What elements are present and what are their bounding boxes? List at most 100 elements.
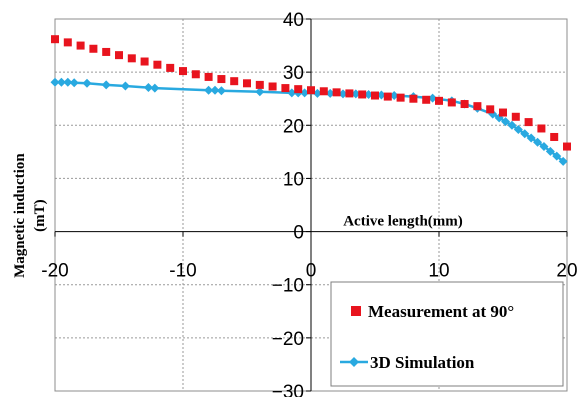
simulation-point: [558, 156, 568, 166]
measurement-point: [127, 54, 136, 63]
plot-series: [50, 35, 571, 166]
measurement-point: [563, 142, 571, 151]
simulation-point: [63, 77, 73, 87]
measurement-point: [332, 88, 341, 97]
simulation-point: [552, 151, 562, 161]
measurement-point: [307, 86, 315, 95]
y-tick-label: 30: [283, 63, 304, 84]
measurement-point: [511, 112, 520, 121]
measurement-point: [447, 98, 456, 107]
measurement-point: [76, 41, 85, 50]
measurement-point: [422, 95, 431, 104]
simulation-point: [526, 133, 536, 143]
simulation-point: [50, 77, 60, 87]
legend: Measurement at 90° 3D Simulation: [330, 281, 564, 387]
simulation-point: [143, 83, 153, 93]
measurement-point: [460, 100, 469, 109]
y-axis-label-line-1: Magnetic induction: [12, 153, 28, 278]
legend-label-measurement: Measurement at 90°: [368, 302, 514, 321]
measurement-point: [140, 57, 149, 66]
measurement-point: [524, 118, 533, 127]
simulation-point: [56, 77, 66, 87]
y-tick-label: 20: [283, 116, 304, 137]
measurement-point: [345, 89, 354, 98]
simulation-point: [533, 137, 543, 147]
simulation-point: [389, 91, 399, 101]
measurement-point: [217, 75, 226, 84]
simulation-point: [428, 93, 438, 103]
measurement-point: [115, 51, 123, 60]
measurement-point: [371, 91, 379, 100]
measurement-point: [268, 82, 277, 91]
measurement-point: [230, 77, 239, 86]
simulation-point: [325, 88, 335, 98]
measurement-point: [191, 70, 200, 79]
measurement-point: [383, 92, 392, 101]
x-tick-label: -20: [41, 261, 68, 282]
x-tick-label: 20: [556, 261, 577, 282]
measurement-point: [473, 102, 482, 111]
simulation-point: [82, 78, 92, 88]
simulation-point: [376, 90, 386, 100]
measurement-point: [281, 84, 290, 93]
simulation-point: [120, 81, 130, 91]
simulation-point: [150, 83, 160, 93]
measurement-point: [396, 93, 405, 102]
x-tick-label: 10: [428, 261, 449, 282]
simulation-point: [539, 142, 549, 152]
measurement-point: [204, 72, 213, 81]
y-tick-label: −20: [272, 329, 304, 350]
legend-label-simulation: 3D Simulation: [370, 353, 475, 372]
simulation-point: [204, 85, 214, 95]
simulation-point: [101, 80, 111, 90]
y-tick-label: 0: [293, 223, 304, 244]
x-tick-label: 0: [306, 261, 317, 282]
y-tick-label: 40: [283, 10, 304, 31]
measurement-point: [409, 94, 418, 103]
simulation-point: [255, 87, 265, 97]
measurement-point: [550, 132, 559, 141]
measurement-point: [51, 35, 59, 44]
measurement-point: [255, 80, 264, 89]
x-tick-label: -10: [169, 261, 196, 282]
y-tick-label: −10: [272, 276, 304, 297]
legend-box: [330, 281, 564, 387]
simulation-point: [351, 89, 361, 99]
simulation-point: [210, 85, 220, 95]
measurement-point: [179, 67, 187, 76]
x-axis-label: Active length(mm): [343, 214, 463, 230]
simulation-point: [287, 88, 297, 98]
y-axis-label-line-2: (mT): [32, 199, 48, 232]
measurement-point: [89, 44, 98, 53]
simulation-point: [507, 120, 517, 130]
measurement-point: [435, 96, 443, 105]
measurement-point: [243, 79, 251, 88]
simulation-point: [545, 146, 555, 156]
simulation-point: [364, 89, 374, 99]
legend-marker-measurement: [351, 306, 361, 316]
y-tick-label: 10: [283, 169, 304, 190]
measurement-point: [537, 124, 546, 133]
y-tick-label: −30: [272, 382, 304, 397]
measurement-point: [153, 60, 162, 69]
measurement-point: [486, 105, 495, 114]
measurement-point: [63, 38, 72, 47]
simulation-point: [338, 89, 348, 99]
simulation-point: [300, 88, 310, 98]
measurement-point: [358, 90, 367, 99]
measurement-point: [319, 87, 328, 96]
simulation-point: [216, 86, 226, 96]
simulation-point: [501, 117, 511, 127]
simulation-point: [520, 129, 530, 139]
simulation-point: [312, 88, 322, 98]
legend-marker-simulation: [349, 357, 359, 367]
measurement-point: [499, 108, 507, 117]
measurement-point: [294, 85, 303, 94]
simulation-point: [513, 125, 523, 135]
axes: [54, 18, 568, 392]
simulation-point: [69, 78, 79, 88]
measurement-point: [166, 63, 175, 72]
measurement-point: [102, 47, 111, 56]
